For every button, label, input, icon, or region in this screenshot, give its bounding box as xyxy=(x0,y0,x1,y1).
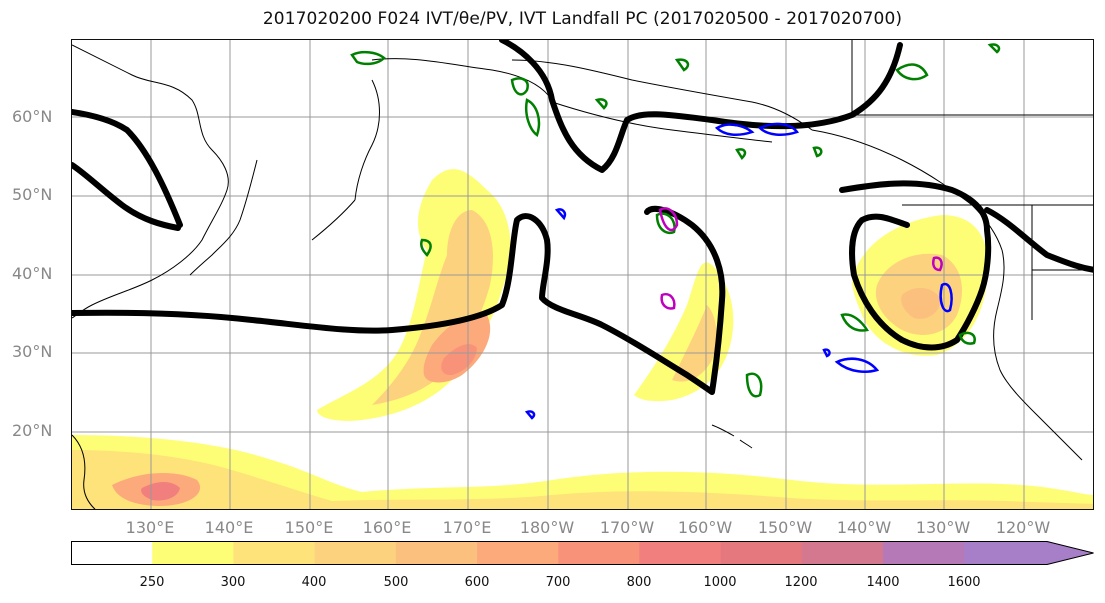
lon-label-170e: 170°E xyxy=(442,518,492,537)
pv-blue-5 xyxy=(939,282,953,313)
colorbar-tick-250: 250 xyxy=(139,575,165,590)
pv-blue-1 xyxy=(714,123,755,137)
coast-kuril xyxy=(311,199,356,241)
colorbar-segment xyxy=(314,541,397,565)
lat-label-40n: 40°N xyxy=(12,264,53,283)
lon-label-120w: 120°W xyxy=(995,518,1051,537)
coast-alaska xyxy=(511,59,813,131)
ivt-shading xyxy=(72,169,1093,509)
colorbar-tick-1400: 1400 xyxy=(866,575,900,590)
ivt-band-east-inner xyxy=(901,287,941,319)
pv-green-5 xyxy=(655,212,676,234)
pv-green-13 xyxy=(812,146,823,158)
colorbar-tick-1200: 1200 xyxy=(784,575,818,590)
theta-e-west-tongue xyxy=(72,162,181,231)
map-svg xyxy=(72,40,1093,509)
theta-e-main xyxy=(72,205,726,395)
lon-label-130w: 130°W xyxy=(915,518,971,537)
pv-green-11 xyxy=(594,98,608,110)
colorbar-segment xyxy=(558,541,640,565)
lon-label-160e: 160°E xyxy=(362,518,412,537)
theta-e-east-tail xyxy=(984,207,1093,273)
pv-green-12 xyxy=(735,148,747,160)
lat-label-30n: 30°N xyxy=(12,342,53,361)
colorbar-segment xyxy=(883,541,965,565)
coast-kamchatka xyxy=(354,79,380,201)
colorbar-tick-600: 600 xyxy=(464,575,490,590)
ivt-band-central-core xyxy=(672,305,717,382)
pv-contours-blue xyxy=(524,122,953,420)
theta-e-contours xyxy=(72,40,1093,395)
colorbar-segment xyxy=(395,541,478,565)
colorbar-segment xyxy=(152,541,234,565)
colorbar-segment xyxy=(801,541,884,565)
colorbar-tick-500: 500 xyxy=(383,575,409,590)
theta-e-alaska xyxy=(499,40,903,173)
pv-green-10 xyxy=(674,58,690,72)
pv-magenta-2 xyxy=(660,293,676,310)
lon-label-150e: 150°E xyxy=(284,518,334,537)
coast-hawaii xyxy=(711,424,753,449)
colorbar-segment xyxy=(720,541,803,565)
pv-green-3 xyxy=(525,98,541,138)
map-panel xyxy=(71,39,1094,510)
figure-title: 2017020200 F024 IVT/θe/PV, IVT Landfall … xyxy=(262,9,903,29)
pv-blue-6 xyxy=(524,410,536,420)
ivt-band-south xyxy=(72,435,1093,509)
coast-bering xyxy=(371,58,553,101)
colorbar-segment xyxy=(477,541,559,565)
lon-label-160w: 160°W xyxy=(677,518,733,537)
coast-japan xyxy=(189,159,258,276)
lon-label-180w: 180°W xyxy=(519,518,575,537)
pv-contours-green xyxy=(350,43,1001,398)
gridlines xyxy=(72,40,1093,509)
pv-green-6 xyxy=(745,372,763,398)
colorbar-tick-700: 700 xyxy=(545,575,571,590)
pv-green-7 xyxy=(840,313,870,332)
colorbar-tick-400: 400 xyxy=(301,575,327,590)
pv-green-4 xyxy=(419,238,432,257)
colorbar-outline xyxy=(71,541,1094,565)
colorbar-tick-1000: 1000 xyxy=(703,575,737,590)
ivt-band-central xyxy=(634,262,734,402)
lon-label-140e: 140°E xyxy=(204,518,254,537)
pv-blue-2 xyxy=(757,122,800,137)
lat-label-50n: 50°N xyxy=(12,185,53,204)
pv-green-1 xyxy=(350,50,386,66)
lon-label-130e: 130°E xyxy=(125,518,175,537)
lon-label-170w: 170°W xyxy=(599,518,655,537)
lat-label-20n: 20°N xyxy=(12,421,53,440)
colorbar-segment xyxy=(639,541,722,565)
lon-label-140w: 140°W xyxy=(836,518,892,537)
colorbar-segment xyxy=(233,541,316,565)
coast-aleutians xyxy=(551,101,773,143)
pv-magenta-1 xyxy=(658,207,679,232)
colorbar-tick-1600: 1600 xyxy=(947,575,981,590)
coast-na-west xyxy=(993,249,1083,461)
lat-label-60n: 60°N xyxy=(12,107,53,126)
coast-phil xyxy=(72,434,96,509)
theta-e-west-lobe xyxy=(72,109,183,228)
coast-asia xyxy=(72,44,229,319)
pv-green-2 xyxy=(510,77,529,96)
colorbar-tick-300: 300 xyxy=(220,575,246,590)
ivt-band-west-mid xyxy=(372,210,493,405)
ivt-colorbar xyxy=(71,541,1094,565)
colorbar-tick-800: 800 xyxy=(626,575,652,590)
colorbar-segment xyxy=(964,541,1094,565)
pv-blue-4 xyxy=(834,357,880,373)
lon-label-150w: 150°W xyxy=(757,518,813,537)
pv-green-14 xyxy=(987,43,1001,54)
pv-contours-magenta xyxy=(658,207,943,310)
pv-blue-3 xyxy=(554,208,567,221)
pv-green-9 xyxy=(958,331,976,345)
pv-green-8 xyxy=(895,63,929,81)
colorbar-segment xyxy=(71,541,153,565)
pv-magenta-3 xyxy=(932,256,943,272)
pv-blue-7 xyxy=(822,348,831,358)
theta-e-east xyxy=(839,180,992,351)
